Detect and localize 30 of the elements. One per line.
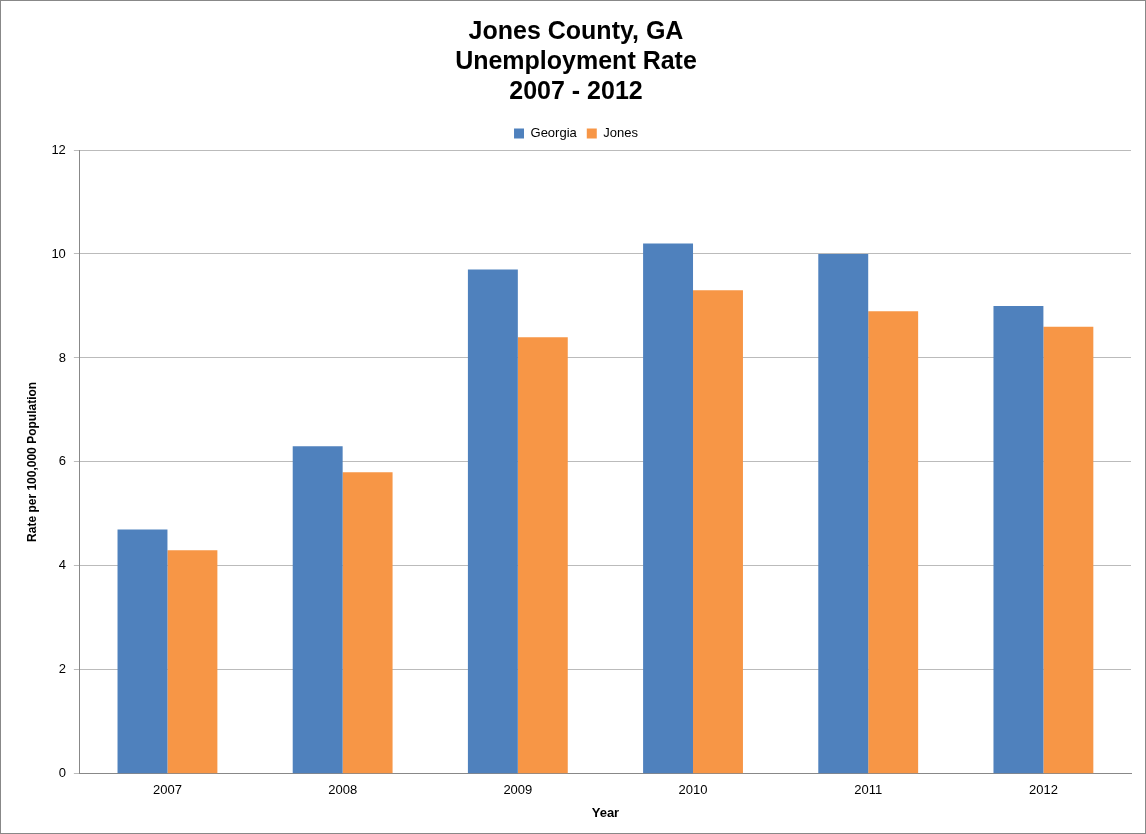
- y-tick-label: 0: [58, 765, 66, 781]
- bar: [693, 290, 743, 774]
- bar: [1043, 326, 1094, 774]
- bar: [818, 253, 869, 774]
- x-axis-title: Year: [591, 804, 620, 820]
- legend-label: Jones: [603, 125, 639, 141]
- y-tick-label: 4: [58, 557, 66, 573]
- y-axis-title: Rate per 100,000 Population: [24, 381, 39, 542]
- x-tick-label: 2010: [678, 782, 708, 798]
- y-tick-label: 8: [58, 349, 66, 365]
- y-tick-label: 10: [51, 245, 66, 261]
- x-tick-label: 2008: [328, 782, 358, 798]
- y-tick-label: 12: [51, 141, 66, 157]
- bar: [292, 446, 343, 774]
- bar: [993, 305, 1044, 774]
- y-tick-label: 6: [58, 453, 66, 469]
- x-tick-label: 2011: [854, 782, 883, 798]
- bar: [643, 243, 694, 774]
- bar: [868, 311, 919, 774]
- bar: [467, 269, 518, 774]
- bar: [117, 529, 168, 774]
- x-tick-label: 2007: [152, 782, 182, 798]
- x-tick-label: 2009: [503, 782, 533, 798]
- chart-title: Jones County, GA Unemployment Rate 2007 - 2012: [455, 15, 697, 104]
- bar: [167, 550, 218, 774]
- bar: [517, 337, 568, 774]
- y-tick-label: 2: [58, 661, 66, 677]
- bar: [342, 472, 393, 774]
- x-tick-label: 2012: [1028, 782, 1058, 798]
- legend-label: Georgia: [530, 125, 578, 141]
